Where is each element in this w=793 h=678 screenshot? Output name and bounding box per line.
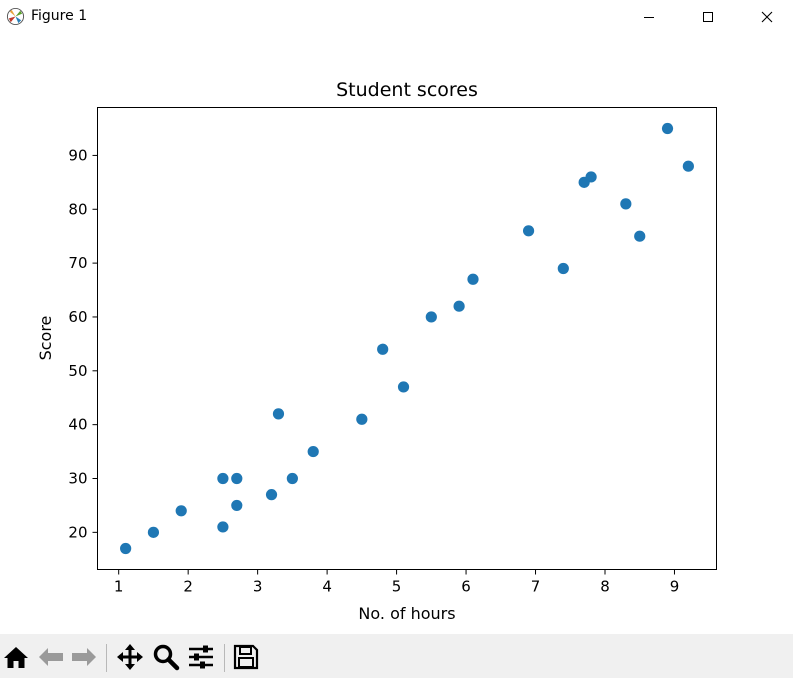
window-title: Figure 1 — [31, 8, 88, 24]
y-tick-label: 50 — [68, 362, 87, 380]
data-point — [356, 413, 368, 425]
chart-title: Student scores — [336, 79, 478, 101]
home-icon — [4, 647, 28, 668]
zoom-button[interactable] — [151, 642, 181, 672]
data-point — [307, 445, 319, 458]
x-tick-label: 4 — [322, 578, 332, 596]
x-tick-label: 5 — [392, 578, 402, 596]
data-point — [467, 273, 479, 285]
x-tick-label: 2 — [183, 578, 193, 596]
toolbar-separator — [224, 644, 225, 672]
configure-button[interactable] — [186, 642, 216, 672]
data-point — [175, 505, 187, 517]
back-button[interactable] — [36, 642, 66, 672]
zoom-icon — [153, 644, 180, 671]
figure-canvas: Student scores No. of hours Score 1 2 3 4 5 6… — [0, 34, 793, 634]
data-point — [231, 499, 243, 512]
y-tick-label: 60 — [68, 308, 87, 326]
y-tick-label: 30 — [68, 470, 87, 488]
x-tick-label: 8 — [600, 578, 610, 596]
forward-icon — [72, 648, 96, 666]
data-point — [120, 542, 132, 555]
data-point — [585, 171, 597, 183]
pan-icon — [117, 644, 143, 670]
data-point — [217, 472, 229, 485]
toolbar-separator — [106, 644, 107, 672]
data-point — [272, 408, 285, 420]
plot-area-frame — [97, 107, 717, 570]
y-tick-label: 80 — [68, 200, 87, 218]
close-button[interactable] — [738, 0, 793, 34]
data-point — [634, 230, 646, 242]
data-point — [231, 472, 243, 485]
x-tick-label: 6 — [461, 578, 471, 596]
save-button[interactable] — [231, 642, 261, 672]
title-bar: Figure 1 — [0, 0, 793, 34]
y-tick-label: 90 — [68, 146, 87, 164]
data-point — [286, 472, 298, 485]
x-tick-label: 9 — [670, 578, 680, 596]
data-point — [453, 300, 465, 312]
data-point — [557, 262, 569, 275]
close-icon — [761, 11, 773, 23]
y-tick-label: 40 — [68, 416, 87, 434]
data-point — [217, 521, 229, 533]
x-axis-label: No. of hours — [358, 604, 455, 623]
y-tick-label: 20 — [68, 523, 87, 541]
configure-icon — [189, 645, 213, 669]
x-tick-label: 7 — [531, 578, 541, 596]
maximize-icon — [703, 12, 713, 22]
navigation-toolbar — [0, 634, 793, 678]
data-point — [377, 343, 389, 355]
home-button[interactable] — [1, 642, 31, 672]
x-tick-label: 1 — [114, 578, 124, 596]
y-tick-label: 70 — [68, 254, 87, 272]
forward-button[interactable] — [69, 642, 99, 672]
x-tick-label: 3 — [253, 578, 263, 596]
save-icon — [233, 644, 259, 670]
data-point — [265, 489, 278, 501]
scatter-chart: Student scores No. of hours Score 1 2 3 4 5 6… — [36, 79, 717, 623]
minimize-icon — [644, 17, 654, 18]
data-point — [397, 381, 410, 393]
data-point — [620, 198, 632, 210]
data-point — [522, 225, 535, 237]
minimize-button[interactable] — [620, 0, 678, 34]
back-icon — [39, 648, 63, 666]
y-axis-label: Score — [36, 316, 55, 361]
data-point — [682, 160, 694, 172]
pan-button[interactable] — [115, 642, 145, 672]
data-point — [147, 526, 160, 538]
maximize-button[interactable] — [679, 0, 737, 34]
data-point — [661, 122, 674, 135]
data-point — [425, 311, 437, 323]
matplotlib-icon — [6, 7, 25, 26]
